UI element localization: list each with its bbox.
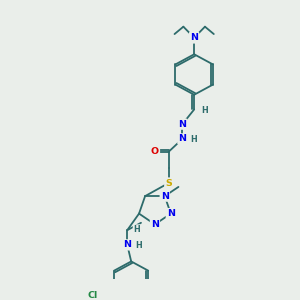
Text: N: N (123, 240, 131, 249)
Text: N: N (190, 33, 198, 42)
Text: N: N (167, 209, 175, 218)
Text: N: N (178, 120, 186, 129)
Text: H: H (133, 225, 140, 234)
Text: N: N (178, 134, 186, 143)
Text: O: O (151, 147, 159, 156)
Text: N: N (161, 192, 169, 201)
Text: N: N (190, 33, 198, 42)
Text: S: S (165, 178, 172, 188)
Text: H: H (135, 241, 142, 250)
Text: H: H (190, 135, 197, 144)
Text: Cl: Cl (88, 291, 98, 300)
Text: H: H (201, 106, 208, 115)
Text: N: N (151, 220, 159, 229)
